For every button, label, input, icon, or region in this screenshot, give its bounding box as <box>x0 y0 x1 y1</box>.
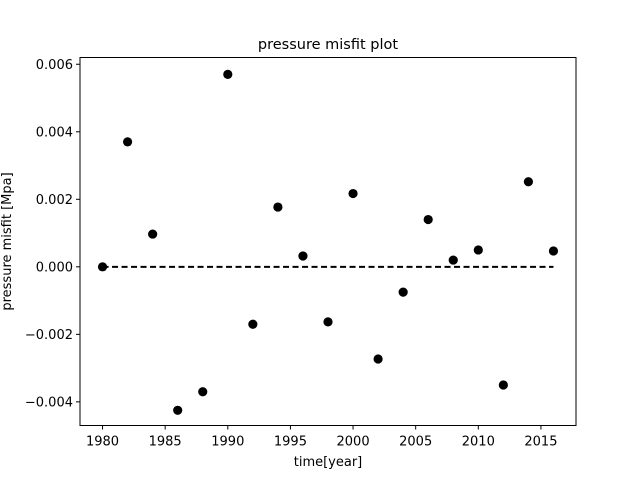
y-tick-label: 0.002 <box>36 193 73 208</box>
data-point <box>323 317 333 327</box>
data-point <box>248 319 258 329</box>
data-point <box>448 255 458 265</box>
data-point <box>348 188 358 199</box>
data-point <box>373 354 383 364</box>
data-point <box>223 69 233 79</box>
data-point <box>198 387 208 397</box>
data-point <box>523 177 534 187</box>
x-tick-label: 1985 <box>149 435 182 450</box>
y-axis-label: pressure misfit [Mpa] <box>0 172 15 310</box>
data-point <box>498 380 508 390</box>
x-tick-label: 2010 <box>462 435 495 450</box>
data-point <box>97 262 108 272</box>
y-tick-label: 0.000 <box>36 260 73 275</box>
x-axis: 1980 1985 1990 1995 2000 2005 2010 2015 <box>86 425 557 450</box>
plot-layer <box>97 69 559 415</box>
y-tick-label: −0.002 <box>25 328 73 343</box>
x-tick-label: 1980 <box>86 435 119 450</box>
x-tick-label: 2005 <box>399 435 432 450</box>
data-point <box>148 229 158 239</box>
data-point <box>423 214 433 225</box>
y-tick-label: −0.004 <box>25 395 73 410</box>
x-tick-label: 2015 <box>524 435 557 450</box>
data-point <box>398 287 408 297</box>
data-point <box>273 202 283 212</box>
x-tick-label: 2000 <box>337 435 370 450</box>
data-point <box>298 251 308 261</box>
data-point <box>122 137 133 147</box>
x-axis-label: time[year] <box>294 455 363 470</box>
y-tick-label: 0.004 <box>36 125 73 140</box>
chart-title: pressure misfit plot <box>258 37 398 53</box>
y-axis: −0.004 −0.002 0.000 0.002 0.004 0.006 <box>25 58 80 410</box>
x-tick-label: 1990 <box>211 435 244 450</box>
x-tick-label: 1995 <box>274 435 307 450</box>
data-point <box>548 246 559 256</box>
plot-area-frame <box>79 57 577 426</box>
y-tick-label: 0.006 <box>36 58 73 73</box>
data-point <box>473 245 483 255</box>
data-point <box>173 405 183 415</box>
